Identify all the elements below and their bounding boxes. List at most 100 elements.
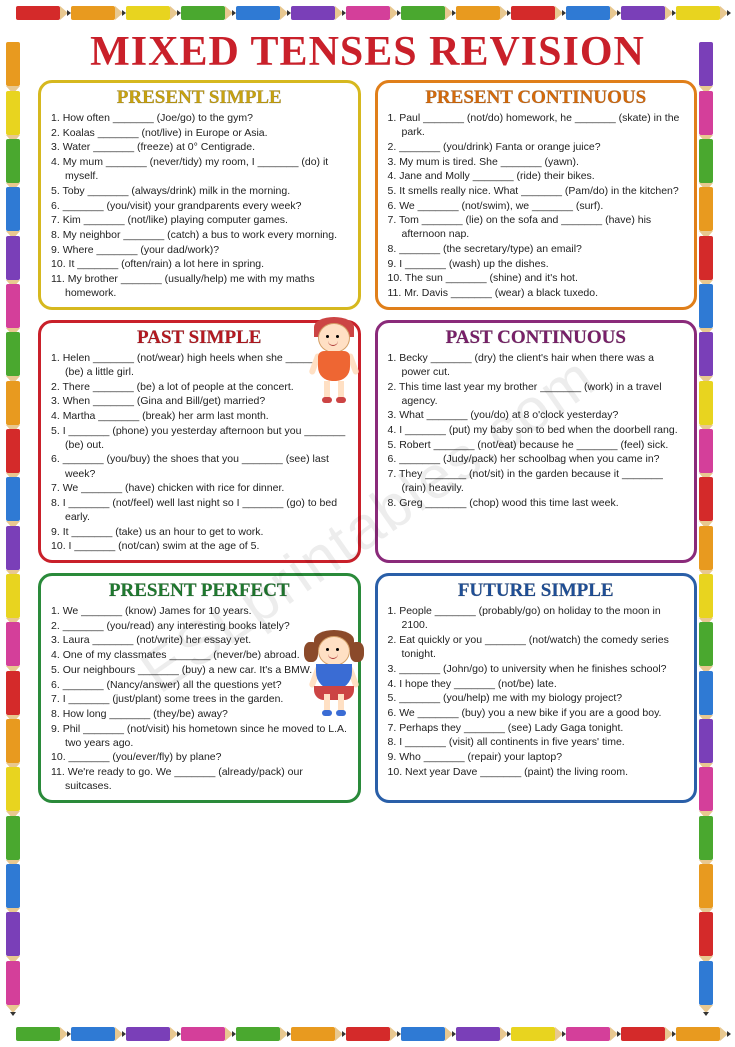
pencil-icon: [6, 622, 20, 666]
section-heading: PAST CONTINUOUS: [388, 327, 685, 349]
question-item: _______ (you/drink) Fanta or orange juic…: [388, 140, 685, 154]
question-item: I _______ (phone) you yesterday afternoo…: [51, 424, 348, 452]
question-list: Becky _______ (dry) the client's hair wh…: [388, 351, 685, 510]
pencil-icon: [346, 1027, 390, 1041]
question-item: We _______ (buy) you a new bike if you a…: [388, 706, 685, 720]
pencil-icon: [126, 1027, 170, 1041]
pencil-icon: [676, 1027, 720, 1041]
question-item: Becky _______ (dry) the client's hair wh…: [388, 351, 685, 379]
question-item: I _______ (visit) all continents in five…: [388, 735, 685, 749]
question-item: Perhaps they _______ (see) Lady Gaga ton…: [388, 721, 685, 735]
pencil-icon: [6, 961, 20, 1005]
question-item: Where _______ (your dad/work)?: [51, 243, 348, 257]
question-item: We're ready to go. We _______ (already/p…: [51, 765, 348, 793]
question-item: Toby _______ (always/drink) milk in the …: [51, 184, 348, 198]
question-item: What _______ (you/do) at 8 o'clock yeste…: [388, 408, 685, 422]
question-item: My mum is tired. She _______ (yawn).: [388, 155, 685, 169]
pencil-icon: [699, 912, 713, 956]
pencil-icon: [181, 6, 225, 20]
question-item: It _______ (often/rain) a lot here in sp…: [51, 257, 348, 271]
question-item: Mr. Davis _______ (wear) a black tuxedo.: [388, 286, 685, 300]
pencil-icon: [699, 816, 713, 860]
pencil-icon: [6, 526, 20, 570]
question-item: _______ (you/visit) your grandparents ev…: [51, 199, 348, 213]
pencil-icon: [6, 429, 20, 473]
question-item: They _______ (not/sit) in the garden bec…: [388, 467, 685, 495]
pencil-icon: [699, 284, 713, 328]
question-item: Phil _______ (not/visit) his hometown si…: [51, 722, 348, 750]
pencil-icon: [699, 719, 713, 763]
question-item: People _______ (probably/go) on holiday …: [388, 604, 685, 632]
pencil-icon: [699, 139, 713, 183]
pencil-icon: [6, 236, 20, 280]
pencil-icon: [511, 6, 555, 20]
pencil-icon: [699, 187, 713, 231]
pencil-icon: [6, 139, 20, 183]
question-item: My brother _______ (usually/help) me wit…: [51, 272, 348, 300]
question-item: Greg _______ (chop) wood this time last …: [388, 496, 685, 510]
question-item: I _______ (wash) up the dishes.: [388, 257, 685, 271]
pencil-icon: [6, 284, 20, 328]
question-item: _______ (you/buy) the shoes that you ___…: [51, 452, 348, 480]
question-item: I hope they _______ (not/be) late.: [388, 677, 685, 691]
pencil-icon: [676, 6, 720, 20]
section-box: FUTURE SIMPLEPeople _______ (probably/go…: [375, 573, 698, 803]
question-item: We _______ (not/swim), we _______ (surf)…: [388, 199, 685, 213]
sections-grid: PRESENT SIMPLEHow often _______ (Joe/go)…: [38, 80, 697, 803]
section-box: PRESENT SIMPLEHow often _______ (Joe/go)…: [38, 80, 361, 310]
question-item: Who _______ (repair) your laptop?: [388, 750, 685, 764]
question-item: Koalas _______ (not/live) in Europe or A…: [51, 126, 348, 140]
pencil-icon: [699, 236, 713, 280]
pencil-icon: [236, 1027, 280, 1041]
pencil-icon: [699, 622, 713, 666]
question-list: People _______ (probably/go) on holiday …: [388, 604, 685, 779]
pencil-icon: [699, 961, 713, 1005]
girl-illustration-2: [304, 628, 364, 718]
main-title: MIXED TENSES REVISION: [38, 28, 697, 76]
question-item: _______ (Judy/pack) her schoolbag when y…: [388, 452, 685, 466]
pencil-icon: [291, 6, 335, 20]
pencil-border-top: [10, 6, 725, 20]
pencil-icon: [126, 6, 170, 20]
question-item: How often _______ (Joe/go) to the gym?: [51, 111, 348, 125]
question-item: Martha _______ (break) her arm last mont…: [51, 409, 348, 423]
question-item: The sun _______ (shine) and it's hot.: [388, 271, 685, 285]
pencil-icon: [6, 671, 20, 715]
page-content: MIXED TENSES REVISION PRESENT SIMPLEHow …: [38, 28, 697, 1019]
question-item: My mum _______ (never/tidy) my room, I _…: [51, 155, 348, 183]
pencil-icon: [401, 1027, 445, 1041]
pencil-icon: [16, 1027, 60, 1041]
pencil-icon: [699, 91, 713, 135]
question-item: This time last year my brother _______ (…: [388, 380, 685, 408]
question-item: Next year Dave _______ (paint) the livin…: [388, 765, 685, 779]
pencil-icon: [291, 1027, 335, 1041]
section-heading: FUTURE SIMPLE: [388, 580, 685, 602]
section-heading: PRESENT CONTINUOUS: [388, 87, 685, 109]
question-item: Tom _______ (lie) on the sofa and ______…: [388, 213, 685, 241]
question-item: I _______ (put) my baby son to bed when …: [388, 423, 685, 437]
section-box: PAST CONTINUOUSBecky _______ (dry) the c…: [375, 320, 698, 563]
pencil-icon: [511, 1027, 555, 1041]
pencil-icon: [6, 332, 20, 376]
pencil-icon: [699, 332, 713, 376]
pencil-icon: [699, 526, 713, 570]
question-list: How often _______ (Joe/go) to the gym?Ko…: [51, 111, 348, 300]
pencil-icon: [621, 1027, 665, 1041]
pencil-icon: [346, 6, 390, 20]
pencil-border-bottom: [10, 1027, 725, 1041]
pencil-icon: [699, 574, 713, 618]
question-list: Paul _______ (not/do) homework, he _____…: [388, 111, 685, 300]
pencil-border-left: [6, 40, 36, 1007]
question-item: Eat quickly or you _______ (not/watch) t…: [388, 633, 685, 661]
pencil-icon: [621, 6, 665, 20]
pencil-icon: [6, 42, 20, 86]
pencil-icon: [71, 1027, 115, 1041]
pencil-icon: [181, 1027, 225, 1041]
pencil-icon: [6, 767, 20, 811]
pencil-icon: [699, 864, 713, 908]
pencil-icon: [699, 767, 713, 811]
question-item: Jane and Molly _______ (ride) their bike…: [388, 169, 685, 183]
section-box: PRESENT CONTINUOUSPaul _______ (not/do) …: [375, 80, 698, 310]
pencil-border-right: [699, 40, 729, 1007]
question-item: I _______ (not/can) swim at the age of 5…: [51, 539, 348, 553]
